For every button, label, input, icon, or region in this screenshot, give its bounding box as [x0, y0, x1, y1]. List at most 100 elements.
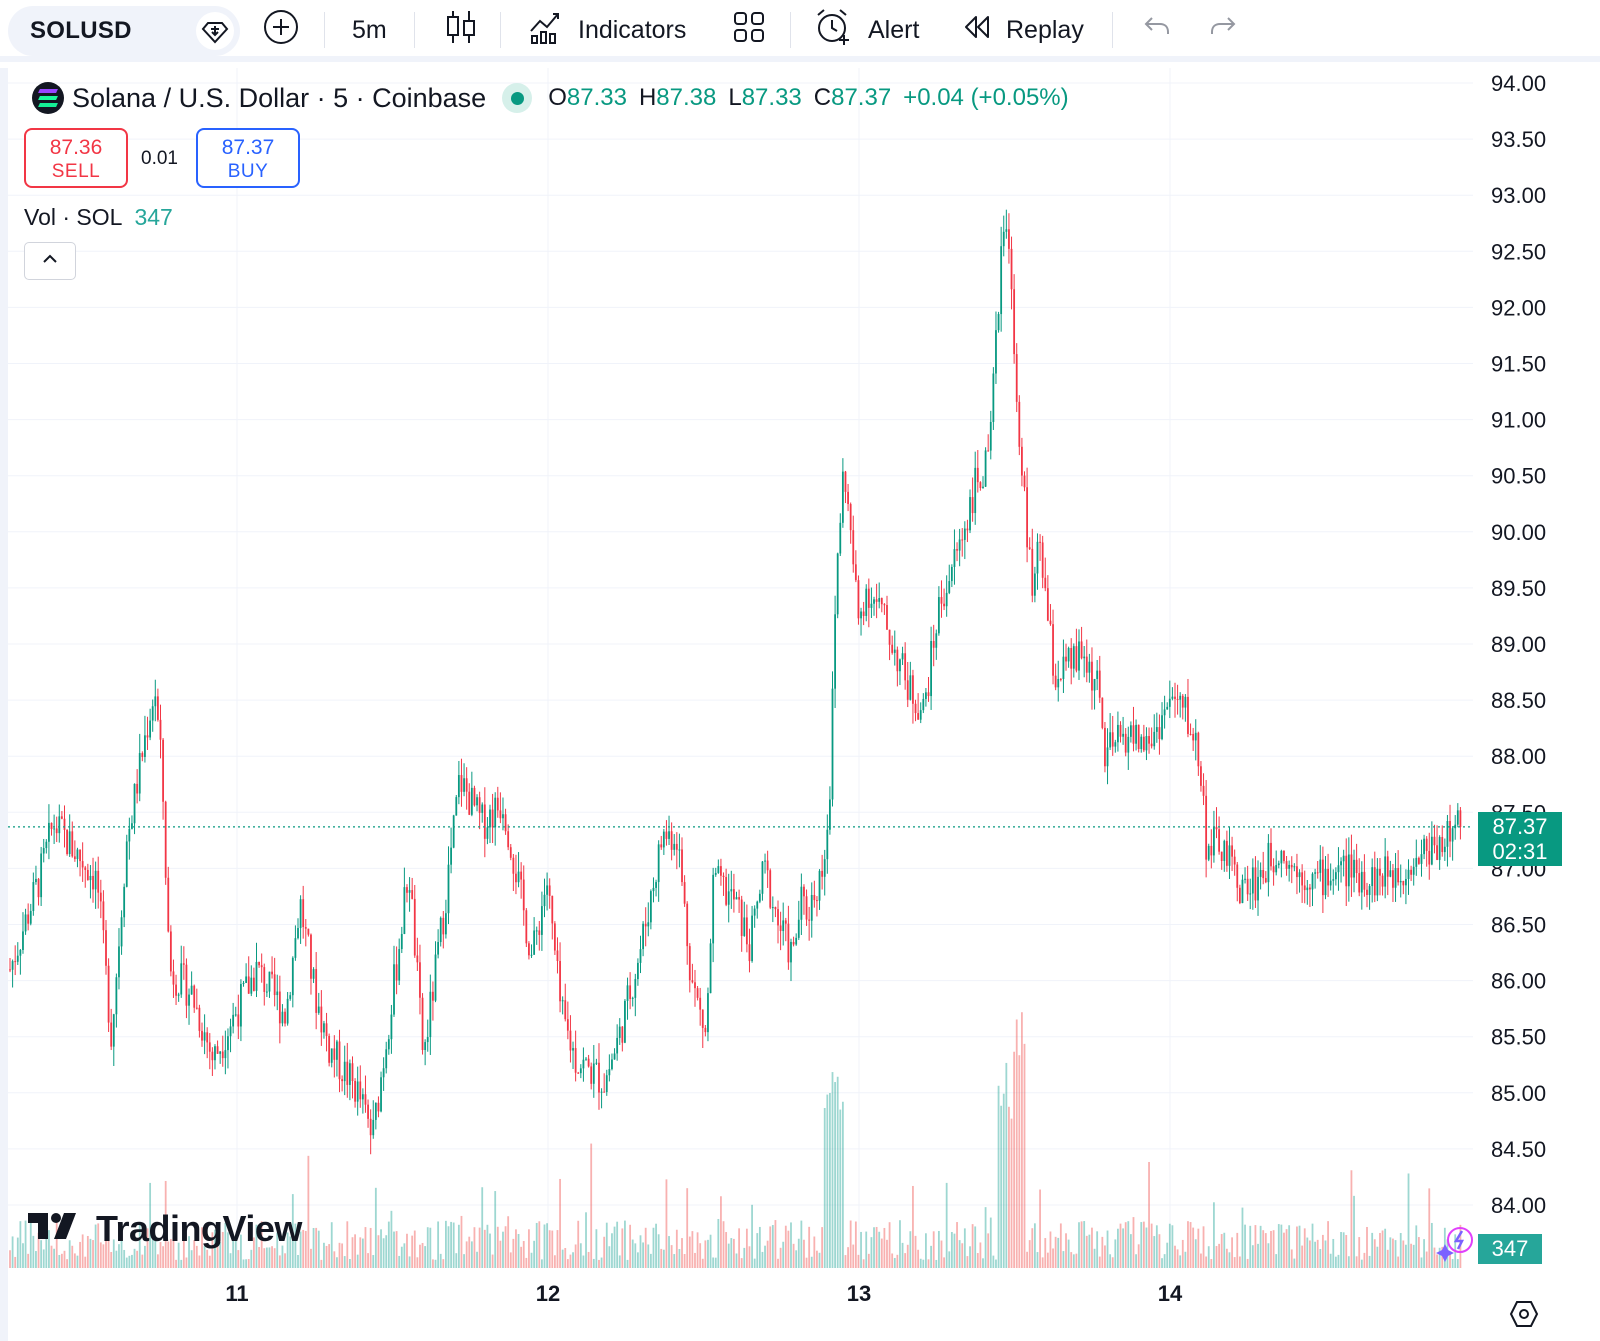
volume-bar — [50, 1245, 53, 1268]
candle-body — [1091, 661, 1093, 691]
volume-bar — [1002, 1093, 1005, 1268]
toolbar-divider — [790, 12, 791, 48]
symbol-search-button[interactable]: SOLUSD — [8, 6, 240, 56]
volume-bar — [1366, 1226, 1368, 1268]
volume-bar — [1249, 1225, 1252, 1268]
volume-bar — [784, 1225, 787, 1268]
candle-body — [330, 1048, 333, 1063]
volume-bar — [1194, 1239, 1197, 1268]
volume-bar — [670, 1245, 673, 1268]
candle-body — [1220, 851, 1223, 861]
candle-body — [1070, 648, 1073, 669]
price-chart[interactable]: 94.00 93.50 93.00 92.50 92.00 91.50 91.00 90.50… — [8, 68, 1600, 1341]
candle-body — [1405, 878, 1407, 886]
candle-body — [982, 486, 984, 488]
undo-button[interactable] — [1142, 10, 1172, 50]
chart-settings-button[interactable] — [1504, 1296, 1544, 1336]
candle-body — [138, 753, 141, 794]
volume-bar — [598, 1259, 600, 1268]
volume-bar — [146, 1228, 149, 1268]
candle-body — [891, 644, 894, 653]
volume-bar — [733, 1238, 735, 1268]
price-tick-label: 90.50 — [1491, 464, 1546, 489]
volume-bar — [546, 1223, 548, 1268]
replay-button[interactable]: Replay — [962, 10, 1084, 50]
volume-bar — [229, 1253, 232, 1268]
volume-bar — [328, 1244, 331, 1268]
volume-bar — [577, 1220, 580, 1268]
candle-body — [961, 539, 964, 541]
candle-body — [730, 889, 733, 892]
interval-button[interactable]: 5m — [352, 10, 387, 50]
symbol-legend[interactable]: Solana / U.S. Dollar · 5 · Coinbase O87.… — [32, 82, 1069, 114]
volume-bar — [953, 1233, 956, 1268]
diamond-icon[interactable] — [196, 12, 234, 50]
candle-body — [286, 998, 289, 1024]
candle-body — [400, 933, 403, 950]
volume-bar — [553, 1255, 556, 1268]
volume-bar — [725, 1232, 728, 1268]
volume-bar — [922, 1259, 925, 1268]
candle-body — [9, 969, 11, 971]
volume-bar — [247, 1259, 250, 1268]
candle-body — [1072, 646, 1075, 669]
volume-bar — [613, 1226, 616, 1268]
candle-body — [631, 997, 634, 999]
compare-symbol-button[interactable] — [262, 9, 300, 50]
candle-body — [873, 599, 875, 604]
sparkle-icon[interactable] — [1432, 1220, 1476, 1264]
candle-body — [1423, 838, 1425, 855]
volume-bar — [346, 1221, 349, 1268]
volume-bar — [1161, 1258, 1163, 1268]
candle-body — [714, 872, 717, 875]
candle-body — [764, 860, 766, 862]
alert-button[interactable]: Alert — [814, 8, 919, 50]
candle-body — [979, 482, 982, 488]
layout-button[interactable] — [732, 10, 766, 50]
candle-body — [478, 797, 481, 813]
volume-bar — [691, 1231, 694, 1268]
volume-bar — [886, 1239, 888, 1268]
volume-bar — [1381, 1230, 1384, 1268]
volume-bar — [465, 1241, 468, 1268]
candle-body — [701, 1009, 704, 1028]
candle-body — [803, 886, 805, 897]
candle-body — [1028, 547, 1031, 549]
candle-body — [528, 943, 530, 956]
candle-body — [486, 827, 489, 839]
volume-bar — [797, 1238, 800, 1268]
volume-bar — [198, 1255, 201, 1268]
volume-legend[interactable]: Vol · SOL 347 — [24, 204, 173, 231]
volume-bar — [11, 1236, 14, 1268]
volume-bar — [989, 1217, 992, 1268]
candle-body — [673, 843, 676, 850]
buy-button[interactable]: 87.37 BUY — [196, 128, 300, 188]
candle-body — [1238, 887, 1241, 904]
candle-body — [600, 1091, 603, 1093]
redo-button[interactable] — [1208, 10, 1238, 50]
volume-bar — [68, 1240, 71, 1268]
chart-pane[interactable]: 94.00 93.50 93.00 92.50 92.00 91.50 91.00 90.50… — [8, 68, 1600, 1341]
candle-body — [605, 1075, 608, 1093]
volume-bar — [1259, 1225, 1262, 1268]
chart-type-button[interactable] — [444, 10, 478, 50]
volume-bar — [688, 1236, 691, 1268]
volume-bar — [1399, 1233, 1402, 1268]
candle-body — [880, 598, 883, 605]
candle-body — [948, 581, 951, 593]
volume-bar — [805, 1257, 808, 1268]
price-tick-label: 94.00 — [1491, 71, 1546, 96]
sell-button[interactable]: 87.36 SELL — [24, 128, 128, 188]
volume-bar — [1288, 1225, 1291, 1268]
candle-body — [439, 917, 442, 943]
candle-body — [312, 969, 315, 979]
candle-body — [644, 923, 647, 927]
candle-body — [1376, 868, 1379, 896]
sell-label: SELL — [51, 161, 101, 182]
collapse-legend-button[interactable] — [24, 242, 76, 280]
high-label: H — [638, 84, 657, 111]
candle-body — [1433, 836, 1436, 846]
candle-body — [1399, 880, 1402, 883]
indicators-button[interactable]: Indicators — [528, 10, 686, 50]
volume-bar — [639, 1235, 642, 1268]
